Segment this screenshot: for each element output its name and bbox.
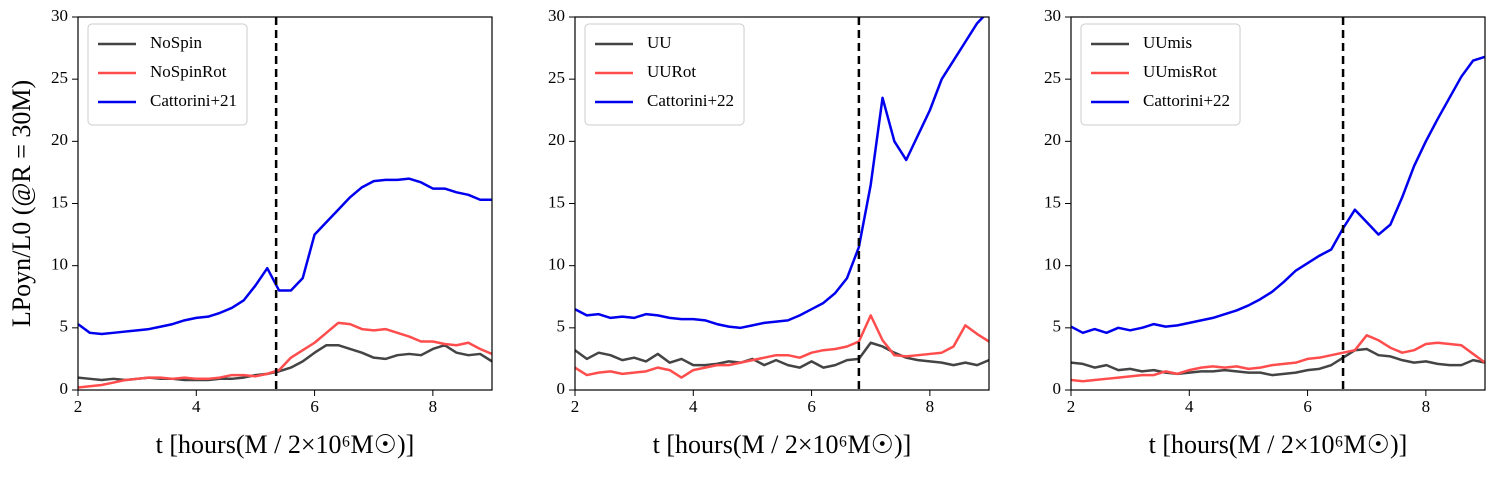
legend-label: Cattorini+22 xyxy=(647,91,734,110)
y-tick-label: 10 xyxy=(1044,255,1061,274)
legend-label: NoSpin xyxy=(150,33,202,52)
x-axis-label: t [hours(M / 2×10⁶M☉)] xyxy=(156,430,415,459)
plot-area xyxy=(78,177,492,389)
x-tick-label: 2 xyxy=(74,397,83,416)
legend-label: UURot xyxy=(647,62,696,81)
x-tick-label: 4 xyxy=(689,397,698,416)
y-tick-label: 0 xyxy=(60,379,69,398)
x-tick-label: 4 xyxy=(1185,397,1194,416)
legend-label: Cattorini+21 xyxy=(150,91,237,110)
y-axis-label: LPoyn/L0 (@R = 30M) xyxy=(7,80,36,327)
plot-frame xyxy=(77,16,493,391)
plot-frame xyxy=(1070,16,1486,391)
series-line xyxy=(1071,347,1485,377)
x-tick-label: 4 xyxy=(192,397,201,416)
y-tick-label: 25 xyxy=(51,68,68,87)
y-tick-label: 20 xyxy=(1044,130,1061,149)
x-tick-label: 6 xyxy=(807,397,816,416)
x-tick-label: 6 xyxy=(1303,397,1312,416)
y-tick-label: 20 xyxy=(51,130,68,149)
legend-box xyxy=(87,23,248,126)
x-tick-label: 2 xyxy=(571,397,580,416)
y-tick-label: 25 xyxy=(1044,68,1061,87)
plot-frame xyxy=(574,16,990,391)
x-axis-label: t [hours(M / 2×10⁶M☉)] xyxy=(653,430,912,459)
plot-area xyxy=(575,17,989,379)
x-tick-label: 8 xyxy=(1422,397,1431,416)
y-tick-label: 5 xyxy=(60,317,69,336)
y-tick-label: 30 xyxy=(1044,6,1061,25)
y-tick-label: 30 xyxy=(51,6,68,25)
y-tick-label: 20 xyxy=(548,130,565,149)
legend-label: UUmis xyxy=(1143,33,1192,52)
plot-area xyxy=(1071,55,1485,383)
legend-label: UU xyxy=(647,33,672,52)
y-tick-label: 10 xyxy=(548,255,565,274)
x-tick-label: 8 xyxy=(926,397,935,416)
legend-box xyxy=(1080,23,1241,126)
y-tick-label: 10 xyxy=(51,255,68,274)
legend-label: Cattorini+22 xyxy=(1143,91,1230,110)
legend-label: NoSpinRot xyxy=(150,62,227,81)
legend: NoSpin NoSpinRot Cattorini+21 xyxy=(87,23,248,126)
series-line xyxy=(1071,55,1485,335)
x-axis-label: t [hours(M / 2×10⁶M☉)] xyxy=(1149,430,1408,459)
legend-box xyxy=(584,23,745,126)
series-line xyxy=(575,17,985,330)
panel: 0 5 10 15 20 25 30 2 4 6 8 t [hours(M / 2×10⁶M☉)] UU… xyxy=(548,6,990,459)
y-tick-label: 15 xyxy=(1044,192,1061,211)
series-line xyxy=(575,341,989,369)
legend: UUmis UUmisRot Cattorini+22 xyxy=(1080,23,1241,126)
legend: UU UURot Cattorini+22 xyxy=(584,23,745,126)
y-tick-label: 5 xyxy=(1053,317,1062,336)
panel: 0 5 10 15 20 25 30 2 4 6 8 t [hours(M / 2×10⁶M☉)] LP… xyxy=(7,6,493,459)
x-tick-label: 8 xyxy=(429,397,438,416)
series-line xyxy=(78,321,492,389)
y-tick-label: 0 xyxy=(557,379,566,398)
series-line xyxy=(575,314,989,379)
y-tick-label: 30 xyxy=(548,6,565,25)
series-line xyxy=(1071,334,1485,383)
y-tick-label: 5 xyxy=(557,317,566,336)
x-tick-label: 2 xyxy=(1067,397,1076,416)
y-tick-label: 15 xyxy=(51,192,68,211)
y-tick-label: 25 xyxy=(548,68,565,87)
y-tick-label: 0 xyxy=(1053,379,1062,398)
series-line xyxy=(78,177,492,336)
y-tick-label: 15 xyxy=(548,192,565,211)
panel: 0 5 10 15 20 25 30 2 4 6 8 t [hours(M / 2×10⁶M☉)] UU… xyxy=(1044,6,1486,459)
legend-label: UUmisRot xyxy=(1143,62,1217,81)
x-tick-label: 6 xyxy=(310,397,319,416)
